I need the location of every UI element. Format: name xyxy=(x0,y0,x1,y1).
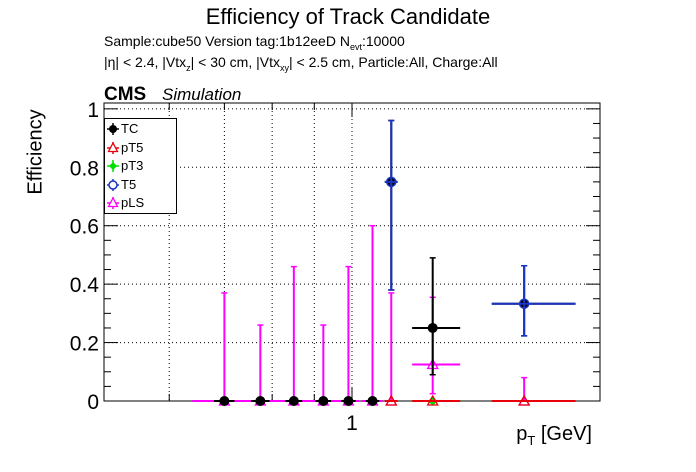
t5-point xyxy=(518,298,530,309)
tc-point xyxy=(318,396,329,406)
legend-label: pT3 xyxy=(121,158,144,173)
t5-point xyxy=(386,176,397,188)
cut-vtxz-text: | < 30 cm, |Vtx xyxy=(190,54,280,70)
cut-eta-text: |η| < 2.4, |Vtx xyxy=(104,54,187,70)
vtx-xy-subscript: xy xyxy=(279,62,289,73)
legend-item-tc: TC xyxy=(105,120,176,138)
simulation-label: Simulation xyxy=(162,85,242,104)
tc-point xyxy=(288,396,299,406)
x-axis-label: pT [GeV] xyxy=(516,423,592,448)
legend-label: T5 xyxy=(121,176,137,192)
sample-info-line: Sample:cube50 Version tag:1b12eeD Nevt:1… xyxy=(104,33,405,52)
tc-point xyxy=(427,322,438,333)
y-tick-label: 0.2 xyxy=(70,333,99,356)
sample-info-text: Sample:cube50 Version tag:1b12eeD N xyxy=(104,33,350,49)
x-axis-label-p: p xyxy=(516,423,528,445)
legend-item-t5: T5 xyxy=(105,176,176,194)
pt5-point xyxy=(385,394,398,406)
tc-point xyxy=(255,396,266,406)
x-axis-label-subscript: T xyxy=(527,433,536,448)
y-tick-label: 0.8 xyxy=(70,157,99,180)
cms-label: CMS xyxy=(104,84,147,105)
legend-marker-icon xyxy=(107,196,119,209)
tc-point xyxy=(343,396,354,406)
legend-label: pT5 xyxy=(121,139,144,155)
selection-cuts-line: |η| < 2.4, |Vtxz| < 30 cm, |Vtxxy| < 2.5… xyxy=(104,54,498,73)
pt5-point xyxy=(426,394,439,406)
vtx-z-subscript: z xyxy=(186,62,191,73)
y-tick-label: 0.4 xyxy=(70,274,100,297)
x-axis-label-unit: [GeV] xyxy=(535,423,592,445)
x-tick-label: 1 xyxy=(346,412,358,435)
legend-label: TC xyxy=(121,121,139,136)
y-tick-label: 1 xyxy=(87,99,99,122)
legend-item-pt5: pT5 xyxy=(105,139,176,157)
y-tick-label: 0.6 xyxy=(70,216,99,239)
tc-point xyxy=(219,396,230,406)
y-tick-label: 0 xyxy=(87,391,99,414)
legend: TC pT5 pT3 T5 pLS xyxy=(104,118,177,214)
nevt-subscript: evt xyxy=(349,41,362,52)
legend-item-pt3: pT3 xyxy=(105,157,176,175)
legend-marker-icon xyxy=(107,178,119,191)
legend-marker-icon xyxy=(107,123,119,135)
legend-marker-icon xyxy=(107,160,119,172)
cut-vtxxy-text: | < 2.5 cm, Particle:All, Charge:All xyxy=(288,54,498,70)
legend-item-pls: pLS xyxy=(105,194,176,212)
pt5-point xyxy=(518,394,531,406)
nevt-value: :10000 xyxy=(361,33,405,49)
chart-title: Efficiency of Track Candidate xyxy=(205,4,491,29)
tc-point xyxy=(367,396,378,406)
legend-label: pLS xyxy=(121,195,145,210)
legend-marker-icon xyxy=(107,141,119,154)
